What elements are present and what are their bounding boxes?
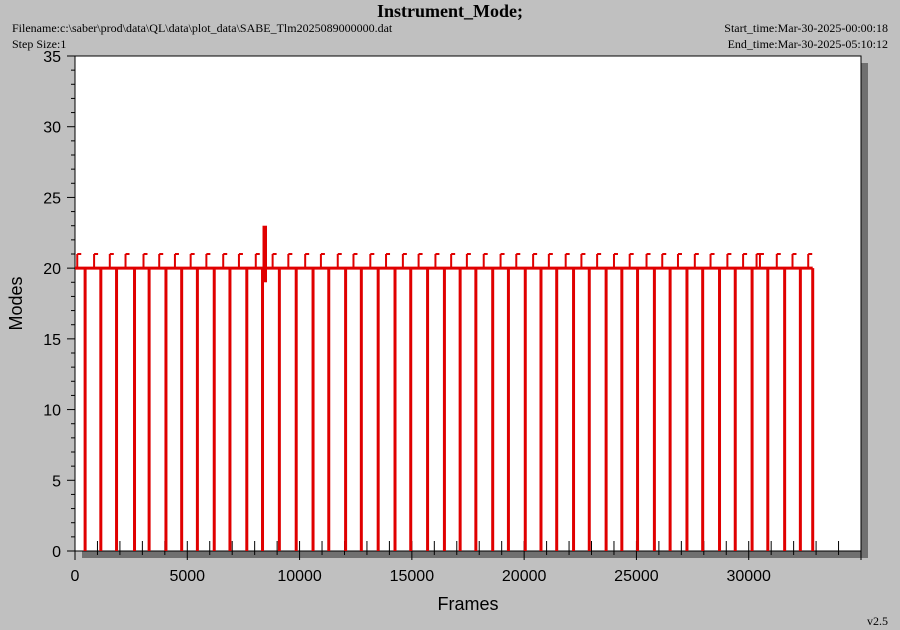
x-tick-label: 25000 [614, 568, 659, 585]
chart-title: Instrument_Mode; [377, 1, 523, 21]
y-axis-label: Modes [6, 276, 26, 330]
series-layer [75, 225, 815, 551]
y-tick-label: 0 [52, 544, 61, 561]
version-label: v2.5 [867, 614, 888, 628]
x-tick-label: 15000 [390, 568, 435, 585]
end-time-label: End_time:Mar-30-2025-05:10:12 [727, 37, 888, 51]
y-tick-label: 30 [43, 120, 61, 137]
y-tick-label: 35 [43, 49, 61, 66]
y-tick-label: 15 [43, 332, 61, 349]
y-tick-label: 20 [43, 261, 61, 278]
x-axis-label: Frames [437, 594, 498, 614]
x-tick-label: 5000 [169, 568, 205, 585]
y-axis: 0 5 10 15 20 25 30 35 [43, 49, 75, 561]
start-time-label: Start_time:Mar-30-2025-00:00:18 [724, 21, 888, 35]
y-tick-label: 10 [43, 403, 61, 420]
filename-label: Filename:c:\saber\prod\data\QL\data\plot… [12, 21, 393, 35]
x-tick-label: 10000 [277, 568, 322, 585]
plot-area [74, 55, 862, 552]
x-tick-label: 20000 [502, 568, 547, 585]
series-spike [262, 225, 268, 283]
y-tick-label: 25 [43, 190, 61, 207]
y-tick-label: 5 [52, 473, 61, 490]
x-tick-label: 0 [71, 568, 80, 585]
step-size-label: Step Size:1 [12, 37, 67, 51]
x-tick-label: 30000 [726, 568, 771, 585]
